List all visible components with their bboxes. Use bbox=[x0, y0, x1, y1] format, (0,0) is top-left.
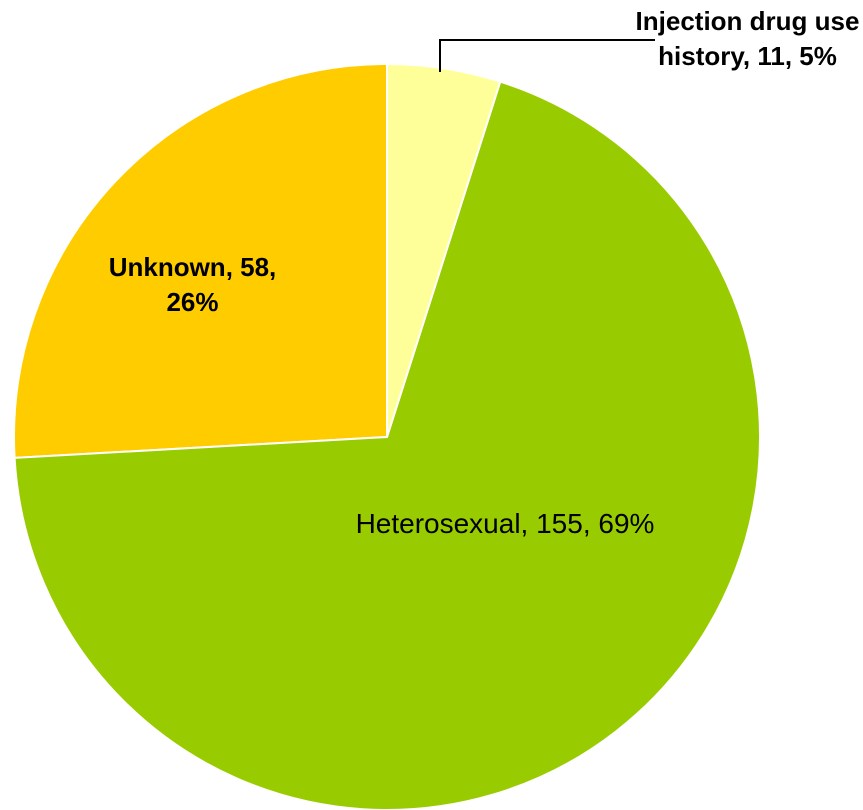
leader-line bbox=[439, 39, 655, 72]
data-label: Injection drug use history, 11, 5% bbox=[635, 6, 860, 72]
data-label: Unknown, 58, 26% bbox=[108, 252, 277, 318]
pie-slice bbox=[386, 62, 502, 438]
data-label: Heterosexual, 155, 69% bbox=[355, 508, 655, 539]
pie-slice bbox=[13, 62, 388, 459]
pie-slice bbox=[13, 80, 761, 810]
